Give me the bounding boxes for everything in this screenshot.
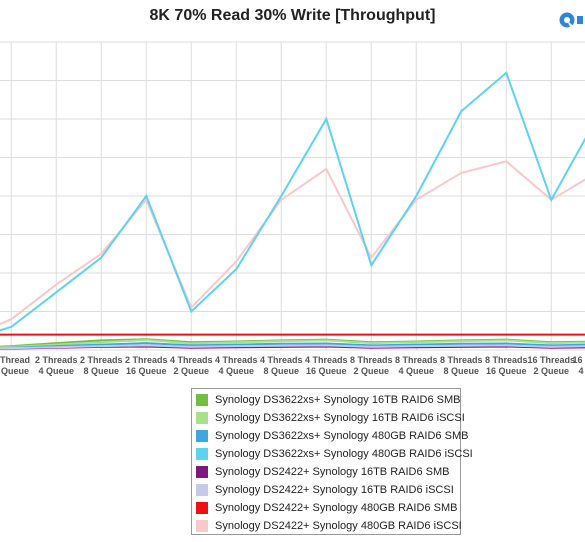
legend-label: Synology DS3622xs+ Synology 16TB RAID6 S… bbox=[215, 394, 461, 406]
x-tick-label: 2 Threads bbox=[35, 355, 78, 365]
legend-label: Synology DS2422+ Synology 480GB RAID6 SM… bbox=[215, 502, 458, 514]
legend-item[interactable]: Synology DS3622xs+ Synology 16TB RAID6 i… bbox=[196, 409, 465, 427]
x-tick-label: 16 Queue bbox=[126, 366, 167, 376]
legend-item[interactable]: Synology DS2422+ Synology 16TB RAID6 iSC… bbox=[196, 481, 460, 499]
legend-label: Synology DS2422+ Synology 16TB RAID6 iSC… bbox=[215, 484, 454, 496]
legend-swatch bbox=[196, 502, 208, 514]
x-tick-label: 1 Thread bbox=[0, 355, 30, 365]
legend-swatch bbox=[196, 412, 208, 424]
x-tick-label: 4 Queue bbox=[38, 366, 74, 376]
x-tick-label: 4 Threads bbox=[215, 355, 258, 365]
x-tick-label: 8 Threads bbox=[350, 355, 393, 365]
legend-swatch bbox=[196, 430, 208, 442]
legend-swatch bbox=[196, 520, 208, 532]
legend-item[interactable]: Synology DS2422+ Synology 480GB RAID6 iS… bbox=[196, 517, 462, 535]
series-line-4 bbox=[0, 71, 585, 332]
legend-item[interactable]: Synology DS3622xs+ Synology 480GB RAID6 … bbox=[196, 445, 473, 463]
x-tick-label: 8 Threads bbox=[440, 355, 483, 365]
legend-swatch bbox=[196, 448, 208, 460]
chart-title: 8K 70% Read 30% Write [Throughput] bbox=[149, 7, 436, 24]
x-tick-label: 4 Queue bbox=[578, 366, 585, 376]
x-tick-label: 16 Queue bbox=[486, 366, 527, 376]
x-tick-label: 2 Threads bbox=[125, 355, 168, 365]
corner-logo-icon bbox=[557, 10, 585, 30]
legend-label: Synology DS3622xs+ Synology 480GB RAID6 … bbox=[215, 430, 469, 442]
legend-item[interactable]: Synology DS3622xs+ Synology 16TB RAID6 S… bbox=[196, 391, 461, 409]
legend-item[interactable]: Synology DS2422+ Synology 16TB RAID6 SMB bbox=[196, 463, 460, 481]
x-tick-label: 4 Queue bbox=[398, 366, 434, 376]
series-line-8 bbox=[0, 160, 585, 326]
legend-swatch bbox=[196, 484, 208, 496]
legend-item[interactable]: Synology DS3622xs+ Synology 480GB RAID6 … bbox=[196, 427, 468, 445]
legend-swatch bbox=[196, 394, 208, 406]
x-tick-label: 4 Threads bbox=[170, 355, 213, 365]
legend-item[interactable]: Synology DS2422+ Synology 480GB RAID6 SM… bbox=[196, 499, 460, 517]
x-tick-label: 2 Queue bbox=[533, 366, 569, 376]
x-tick-label: 8 Queue bbox=[83, 366, 119, 376]
x-tick-label: 2 Queue bbox=[173, 366, 209, 376]
x-tick-label: 16 Threads bbox=[572, 355, 585, 365]
x-tick-label: 8 Threads bbox=[395, 355, 438, 365]
legend-label: Synology DS3622xs+ Synology 16TB RAID6 i… bbox=[215, 412, 465, 424]
x-tick-label: 16 Threads bbox=[527, 355, 575, 365]
x-tick-label: 16 Queue bbox=[306, 366, 347, 376]
series-lines bbox=[0, 71, 585, 350]
legend: Synology DS3622xs+ Synology 16TB RAID6 S… bbox=[191, 388, 473, 535]
x-tick-label: 4 Threads bbox=[260, 355, 303, 365]
x-tick-label: 2 Queue bbox=[353, 366, 389, 376]
x-tick-label: 8 Queue bbox=[443, 366, 479, 376]
legend-label: Synology DS2422+ Synology 16TB RAID6 SMB bbox=[215, 466, 450, 478]
x-tick-label: 2 Queue bbox=[0, 366, 29, 376]
x-tick-label: 4 Queue bbox=[218, 366, 254, 376]
series-line-3 bbox=[0, 342, 585, 349]
legend-swatch bbox=[196, 466, 208, 478]
legend-label: Synology DS2422+ Synology 480GB RAID6 iS… bbox=[215, 520, 462, 532]
x-tick-label: 8 Queue bbox=[263, 366, 299, 376]
x-tick-label: 8 Threads bbox=[485, 355, 528, 365]
grid-lines bbox=[0, 41, 585, 351]
series-line-2 bbox=[0, 338, 585, 349]
series-line-6 bbox=[0, 344, 585, 350]
x-tick-label: 4 Threads bbox=[305, 355, 348, 365]
x-tick-label: 2 Threads bbox=[80, 355, 123, 365]
legend-label: Synology DS3622xs+ Synology 480GB RAID6 … bbox=[215, 448, 473, 460]
